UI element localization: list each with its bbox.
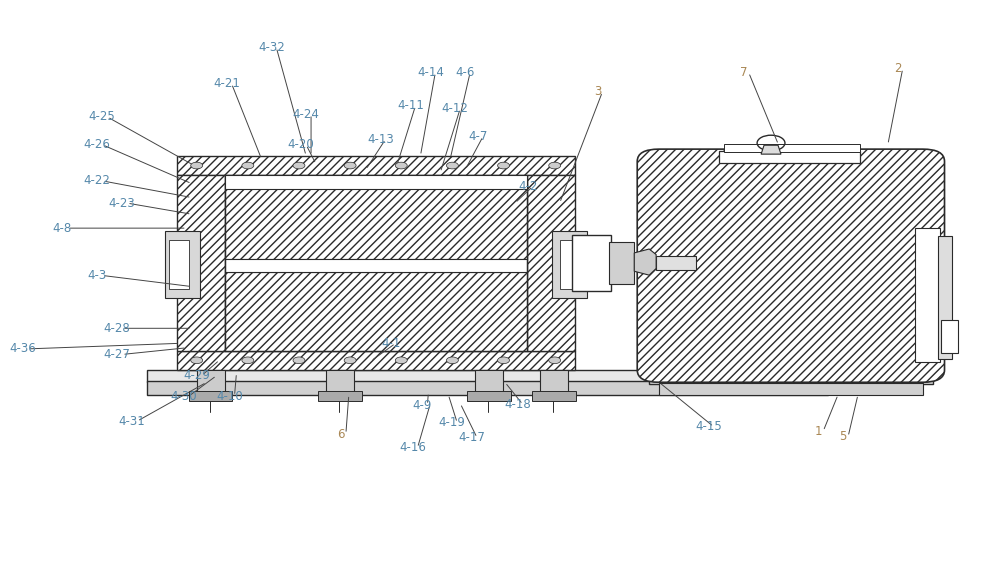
Polygon shape [656,256,696,270]
Text: 4-30: 4-30 [170,389,197,403]
Polygon shape [147,381,828,395]
Polygon shape [169,240,189,289]
Polygon shape [189,391,232,401]
Text: 4-25: 4-25 [89,110,116,123]
Circle shape [293,357,305,364]
Polygon shape [719,151,860,163]
Circle shape [446,357,458,364]
Polygon shape [609,242,634,284]
Text: 4-23: 4-23 [109,197,135,210]
Polygon shape [177,351,575,370]
Polygon shape [225,271,527,351]
Polygon shape [318,391,362,401]
Text: 6: 6 [337,428,345,441]
Text: 4-17: 4-17 [459,432,486,445]
Polygon shape [475,370,503,392]
Polygon shape [225,184,527,260]
Text: 4-6: 4-6 [456,66,475,79]
Circle shape [446,162,458,169]
Text: 4-12: 4-12 [442,102,469,115]
Circle shape [549,357,561,364]
Circle shape [242,357,254,364]
Text: 4-26: 4-26 [84,138,111,151]
Polygon shape [197,370,225,392]
Text: 4-32: 4-32 [258,41,285,54]
Polygon shape [177,156,575,175]
Text: 4-7: 4-7 [468,130,488,143]
Text: 4-15: 4-15 [695,420,722,433]
Text: 4-8: 4-8 [53,221,72,235]
Polygon shape [467,391,511,401]
Polygon shape [915,228,940,362]
Circle shape [395,357,407,364]
Polygon shape [532,391,576,401]
Circle shape [242,162,254,169]
Polygon shape [177,175,225,351]
Text: 4-29: 4-29 [183,369,210,382]
Polygon shape [724,144,860,152]
Polygon shape [147,370,828,382]
Text: 2: 2 [894,62,902,75]
Text: 4-19: 4-19 [439,416,466,429]
Text: 5: 5 [839,430,847,443]
Text: 4-28: 4-28 [104,322,131,335]
Text: 4-36: 4-36 [9,342,36,355]
Polygon shape [659,383,923,395]
Text: 4-14: 4-14 [417,66,444,79]
Polygon shape [540,370,568,392]
Text: 3: 3 [594,85,601,98]
Polygon shape [941,320,958,353]
Circle shape [344,357,356,364]
Text: 4-27: 4-27 [104,348,131,361]
FancyBboxPatch shape [637,149,945,382]
Text: 4-9: 4-9 [413,398,432,411]
Circle shape [395,162,407,169]
Text: 4-10: 4-10 [216,389,243,403]
Circle shape [549,162,561,169]
Circle shape [191,162,203,169]
Polygon shape [938,237,952,359]
Circle shape [191,357,203,364]
Polygon shape [552,232,587,298]
Text: 4-2: 4-2 [518,180,538,193]
Polygon shape [225,175,527,189]
Text: 4-21: 4-21 [213,77,240,90]
Text: 4-18: 4-18 [505,398,531,411]
Text: 1: 1 [814,425,822,438]
Text: 4-20: 4-20 [288,138,314,151]
Text: 4-22: 4-22 [84,174,111,187]
Text: 4-11: 4-11 [397,99,424,112]
Circle shape [344,162,356,169]
Polygon shape [560,240,580,289]
Polygon shape [761,145,781,154]
Circle shape [498,357,510,364]
Text: 4-1: 4-1 [381,337,400,350]
Text: 4-13: 4-13 [367,133,394,146]
Polygon shape [326,370,354,392]
Text: 7: 7 [740,66,747,79]
Text: 4-31: 4-31 [119,415,145,428]
Polygon shape [225,260,527,271]
Polygon shape [165,232,200,298]
Text: 4-3: 4-3 [88,269,107,282]
Circle shape [293,162,305,169]
Polygon shape [572,235,611,291]
Circle shape [498,162,510,169]
Text: 4-16: 4-16 [399,441,426,455]
Polygon shape [634,249,656,275]
Text: 4-24: 4-24 [293,107,320,121]
Polygon shape [649,370,933,384]
Polygon shape [527,175,575,351]
